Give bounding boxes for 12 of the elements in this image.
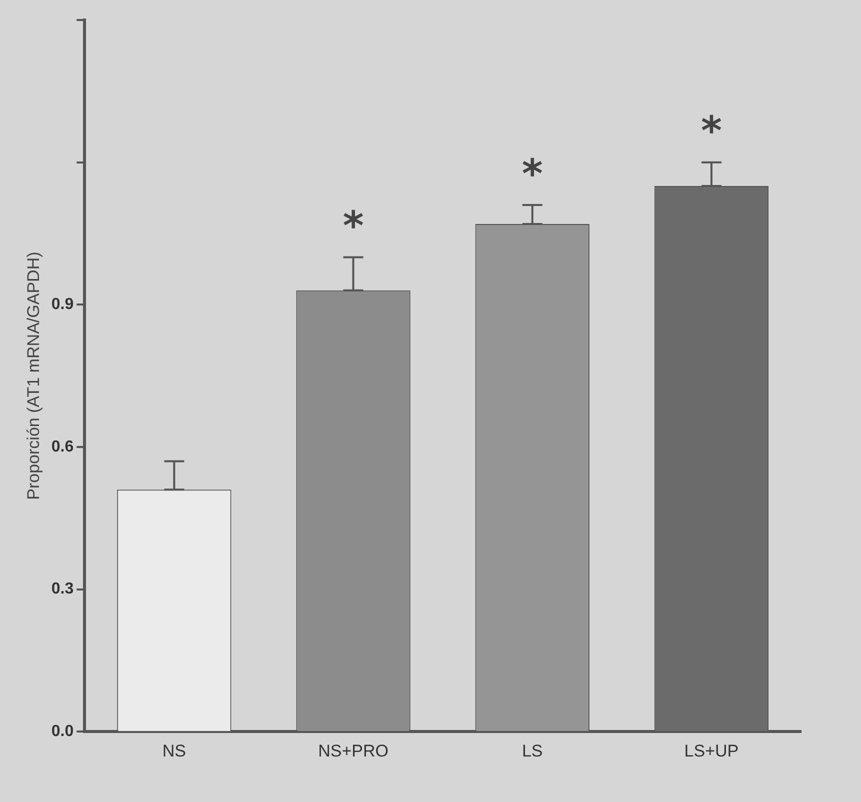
annotation: * <box>700 108 722 155</box>
annotation: * <box>342 204 364 250</box>
x-tick-label: NS <box>162 741 186 760</box>
y-tick-label: 0.9 <box>51 296 74 314</box>
y-tick-label: 0.0 <box>51 723 74 740</box>
y-tick-label: 0.6 <box>51 438 74 456</box>
x-tick-label: NS+PRO <box>318 741 388 760</box>
y-axis-title: Proporción (AT1 mRNA/GAPDH) <box>24 252 43 500</box>
annotation: * <box>522 151 543 198</box>
y-tick-label: 0.3 <box>51 580 74 598</box>
x-tick-label: LS <box>522 741 543 760</box>
x-tick-label: LS+UP <box>684 741 739 760</box>
